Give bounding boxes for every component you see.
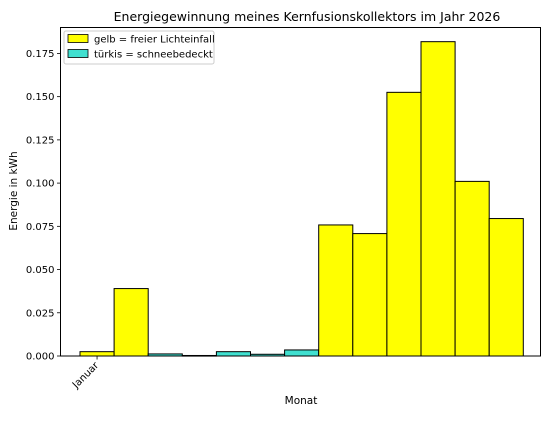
legend-label-gelb: gelb = freier Lichteinfall [94, 35, 215, 46]
bar-13 [488, 218, 524, 357]
legend-swatch-tuerkis [67, 49, 89, 58]
bar-10 [386, 91, 422, 357]
legend: gelb = freier Lichteinfall türkis = schn… [63, 30, 215, 65]
y-tick-label: 0.000 [26, 352, 55, 363]
y-tick-label: 0.050 [26, 265, 55, 276]
y-axis-ticks: 0.000 0.025 0.050 0.075 0.100 0.125 0.150 0.175 [26, 49, 61, 363]
bar-11 [420, 41, 456, 357]
chart-title: Energiegewinnung meines Kernfusionskolle… [114, 9, 501, 24]
legend-label-tuerkis: türkis = schneebedeckt [94, 50, 213, 61]
bar-2 [113, 288, 149, 357]
y-tick-label: 0.075 [26, 222, 55, 233]
bar-7 [284, 349, 320, 357]
y-tick-label: 0.150 [26, 92, 55, 103]
y-tick-label: 0.125 [26, 135, 55, 146]
bar-1 [79, 351, 115, 357]
y-tick-label: 0.025 [26, 308, 55, 319]
bar-8 [318, 224, 354, 357]
bars-group [79, 41, 524, 357]
bar-5 [215, 351, 251, 357]
plot-frame [60, 27, 541, 357]
legend-box [63, 30, 215, 65]
y-tick-label: 0.100 [26, 179, 55, 190]
bar-12 [454, 180, 490, 357]
legend-swatch-gelb [67, 34, 89, 43]
y-tick-label: 0.175 [26, 49, 55, 60]
bar-9 [352, 233, 388, 357]
y-axis-label: Energie in kWh [8, 151, 20, 230]
x-axis-label: Monat [285, 395, 318, 407]
